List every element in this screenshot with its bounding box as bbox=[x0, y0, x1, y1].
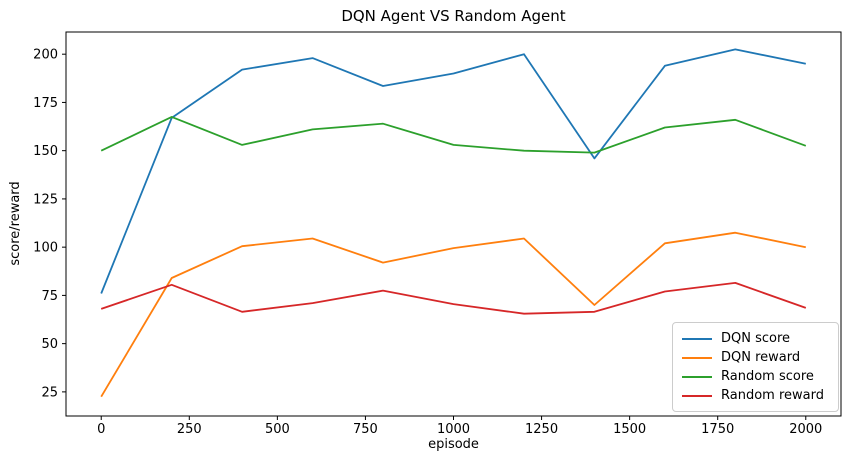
legend: DQN score DQN reward Random score Random… bbox=[672, 322, 839, 412]
legend-label: DQN reward bbox=[721, 350, 801, 365]
y-tick-label: 50 bbox=[41, 337, 58, 352]
y-tick-label: 75 bbox=[41, 289, 58, 304]
chart-title: DQN Agent VS Random Agent bbox=[341, 7, 566, 25]
x-tick-label: 2000 bbox=[789, 422, 822, 437]
y-tick-label: 150 bbox=[33, 144, 58, 159]
legend-entry-random-reward: Random reward bbox=[682, 386, 829, 405]
x-tick-label: 750 bbox=[353, 422, 378, 437]
series-line-random-reward bbox=[100, 281, 807, 315]
x-tick-label: 1750 bbox=[701, 422, 734, 437]
legend-line-sample bbox=[682, 375, 712, 378]
series-line-random-score bbox=[100, 116, 807, 154]
legend-line-sample bbox=[682, 394, 712, 397]
plot-border bbox=[65, 31, 842, 417]
legend-label: Random score bbox=[721, 369, 814, 384]
x-tick-label: 500 bbox=[265, 422, 290, 437]
series-line-dqn-score bbox=[100, 48, 806, 294]
series-line-dqn-reward bbox=[100, 231, 806, 398]
legend-label: Random reward bbox=[721, 388, 824, 403]
legend-line-sample bbox=[682, 337, 712, 340]
x-tick-label: 0 bbox=[97, 422, 105, 437]
legend-entry-dqn-score: DQN score bbox=[682, 329, 829, 348]
x-axis-label: episode bbox=[428, 437, 479, 452]
x-tick-label: 1500 bbox=[613, 422, 646, 437]
y-tick-label: 100 bbox=[33, 241, 58, 256]
y-tick-label: 175 bbox=[33, 96, 58, 111]
x-tick-label: 250 bbox=[177, 422, 202, 437]
y-axis-label: score/reward bbox=[8, 181, 23, 266]
legend-entry-random-score: Random score bbox=[682, 367, 829, 386]
legend-line-sample bbox=[682, 356, 712, 359]
x-tick-label: 1000 bbox=[437, 422, 470, 437]
legend-label: DQN score bbox=[721, 331, 791, 346]
x-tick-label: 1250 bbox=[525, 422, 558, 437]
y-tick-label: 200 bbox=[33, 48, 58, 63]
legend-entry-dqn-reward: DQN reward bbox=[682, 348, 829, 367]
y-tick-label: 25 bbox=[41, 385, 58, 400]
y-tick-label: 125 bbox=[33, 192, 58, 207]
